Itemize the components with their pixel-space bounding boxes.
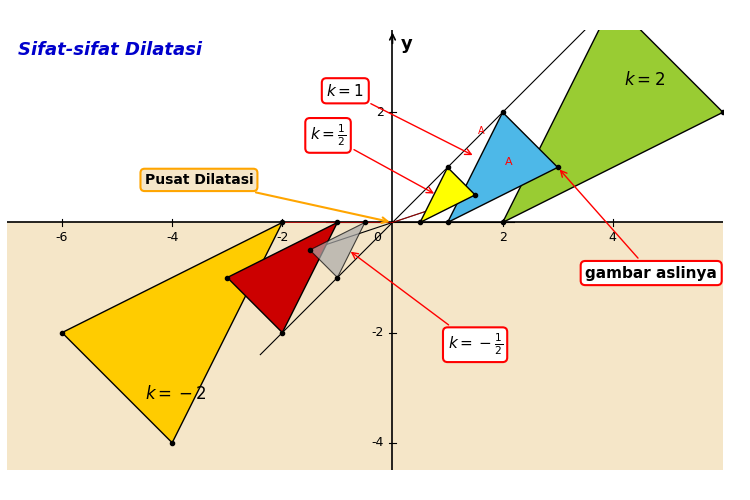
Polygon shape [448,112,558,222]
Text: 4: 4 [609,230,616,243]
Text: $k=1$: $k=1$ [326,83,471,154]
Polygon shape [420,168,475,222]
Text: A: A [478,126,484,136]
Text: Sifat-sifat Dilatasi: Sifat-sifat Dilatasi [18,40,202,58]
Text: -4: -4 [166,230,178,243]
Polygon shape [310,222,365,278]
Text: -2: -2 [276,230,289,243]
Text: -4: -4 [372,436,384,450]
Text: 2: 2 [499,230,506,243]
Text: gambar aslinya: gambar aslinya [560,170,717,280]
Text: $k=-2$: $k=-2$ [145,384,206,402]
Text: 0: 0 [374,230,382,243]
Text: $k=2$: $k=2$ [624,71,664,89]
Polygon shape [227,222,338,332]
Text: 2: 2 [376,106,384,119]
Text: $k=\frac{1}{2}$: $k=\frac{1}{2}$ [310,122,433,193]
Text: y: y [400,35,412,53]
Polygon shape [503,2,723,222]
Text: -6: -6 [56,230,68,243]
Polygon shape [62,222,282,443]
Text: A: A [506,156,513,166]
Text: Pusat Dilatasi: Pusat Dilatasi [145,173,388,223]
Text: $k=-\frac{1}{2}$: $k=-\frac{1}{2}$ [352,252,503,358]
Text: -2: -2 [372,326,384,339]
